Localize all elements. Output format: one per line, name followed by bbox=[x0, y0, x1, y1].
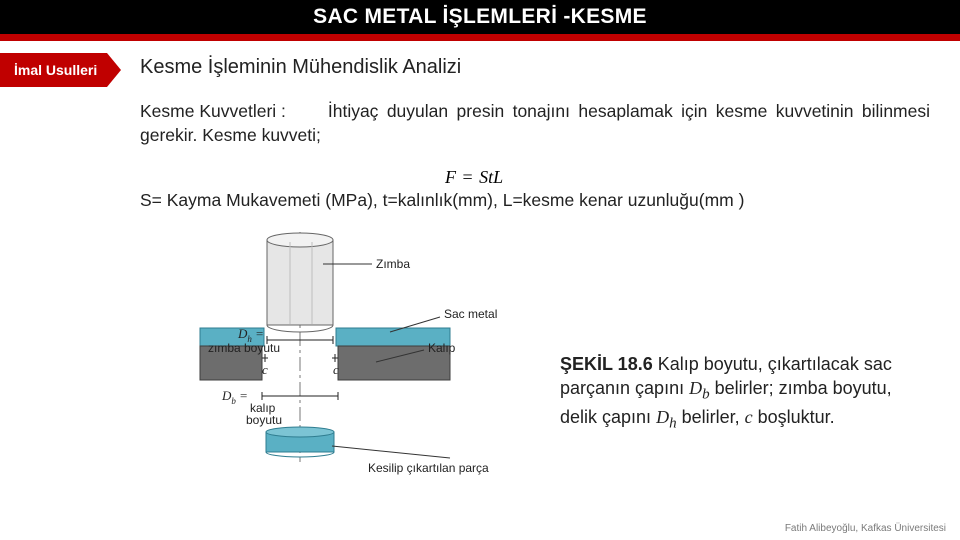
page-title: SAC METAL İŞLEMLERİ -KESME bbox=[0, 0, 960, 34]
figure-svg: c c Dh = zımba boyutu Db = kalıp boyutu bbox=[140, 232, 500, 502]
body-paragraph-2: S= Kayma Mukavemeti (MPa), t=kalınlık(mm… bbox=[140, 190, 930, 211]
caption-d: boşluktur. bbox=[753, 407, 835, 427]
subtitle: Kesme İşleminin Mühendislik Analizi bbox=[140, 56, 461, 79]
header-bar: SAC METAL İŞLEMLERİ -KESME bbox=[0, 0, 960, 34]
formula: F = StL bbox=[445, 167, 503, 188]
body-paragraph-1: Kesme Kuvvetleri : İhtiyaç duyulan presi… bbox=[140, 100, 930, 147]
fig-zimba-boyutu: zımba boyutu bbox=[208, 341, 280, 355]
figure: c c Dh = zımba boyutu Db = kalıp boyutu bbox=[140, 232, 500, 502]
fig-kalip-boyutu-2: boyutu bbox=[246, 413, 282, 427]
caption-figno: ŞEKİL 18.6 bbox=[560, 354, 653, 374]
chevron-tip-icon bbox=[107, 53, 121, 87]
fig-c-right: c bbox=[333, 362, 339, 377]
fig-zimba-label: Zımba bbox=[376, 257, 410, 271]
caption-c: belirler, bbox=[677, 407, 745, 427]
breadcrumb-chevron: İmal Usulleri bbox=[0, 53, 121, 87]
caption-c-var: c bbox=[745, 407, 753, 427]
slug-icon bbox=[266, 427, 334, 457]
fig-kalip-label: Kalıp bbox=[428, 341, 456, 355]
red-divider bbox=[0, 34, 960, 41]
punch-icon bbox=[267, 233, 333, 332]
formula-eq: = bbox=[461, 167, 475, 187]
fig-sac-metal-label: Sac metal bbox=[444, 307, 497, 321]
forces-label: Kesme Kuvvetleri : bbox=[140, 100, 286, 124]
footer: Fatih Alibeyoğlu, Kafkas Üniversitesi bbox=[785, 523, 946, 534]
caption-Dh: Dh bbox=[656, 407, 677, 427]
figure-caption: ŞEKİL 18.6 Kalıp boyutu, çıkartılacak sa… bbox=[560, 352, 930, 434]
caption-Db: Db bbox=[689, 378, 710, 398]
formula-StL: StL bbox=[479, 167, 503, 187]
formula-F: F bbox=[445, 167, 456, 187]
fig-kesilip-label: Kesilip çıkartılan parça bbox=[368, 461, 489, 475]
fig-c-left: c bbox=[262, 362, 268, 377]
fig-Db: Db = bbox=[221, 388, 248, 406]
breadcrumb-label: İmal Usulleri bbox=[0, 53, 107, 87]
